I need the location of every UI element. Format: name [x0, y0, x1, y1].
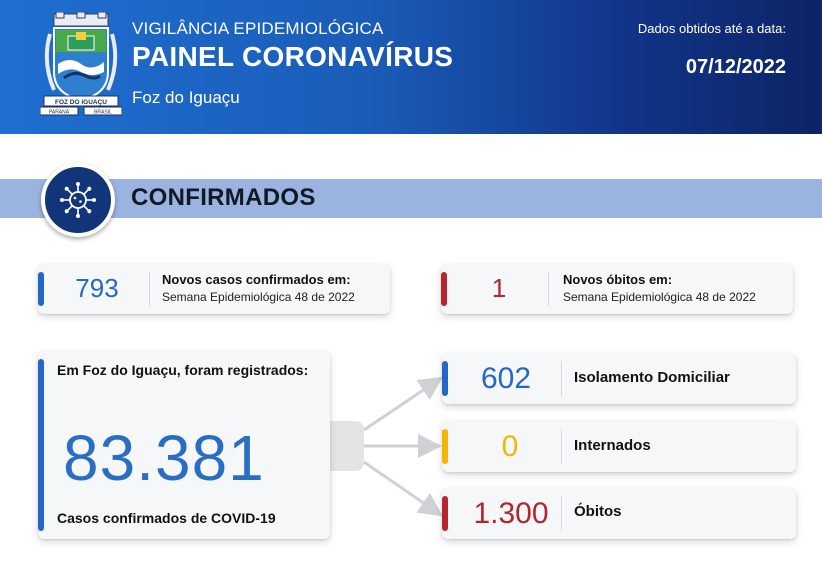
- page-title: PAINEL CORONAVÍRUS: [132, 41, 454, 72]
- date-label: Dados obtidos até a data:: [637, 21, 786, 36]
- deaths-card: 1.300 Óbitos: [442, 488, 796, 539]
- section-bar: [0, 179, 822, 218]
- header-banner: FOZ DO IGUAÇU PARANÁ BRASIL VIGILÂNCIA E…: [0, 0, 822, 134]
- total-cases-card: Em Foz do Iguaçu, foram registrados: 83.…: [38, 351, 330, 539]
- new-cases-card: 793 Novos casos confirmados em: Semana E…: [38, 264, 390, 314]
- total-cases-value: 83.381: [63, 422, 265, 494]
- new-cases-title: Novos casos confirmados em:: [162, 272, 351, 287]
- card-divider: [149, 272, 150, 306]
- deaths-label: Óbitos: [574, 503, 622, 520]
- card-accent: [441, 272, 447, 306]
- section-title: CONFIRMADOS: [131, 184, 316, 211]
- hospitalized-value: 0: [501, 430, 519, 463]
- new-deaths-subtitle: Semana Epidemiológica 48 de 2022: [563, 290, 756, 304]
- new-deaths-value: 1: [491, 273, 507, 303]
- new-deaths-card: 1 Novos óbitos em: Semana Epidemiológica…: [441, 264, 793, 314]
- virus-icon-badge: [41, 163, 115, 237]
- new-cases-subtitle: Semana Epidemiológica 48 de 2022: [162, 290, 355, 304]
- crest-right-text: BRASIL: [94, 110, 112, 116]
- new-cases-value: 793: [75, 273, 119, 303]
- virus-icon: [60, 182, 96, 218]
- card-accent: [442, 496, 448, 531]
- card-accent: [38, 359, 44, 531]
- crest-left-text: PARANÁ: [49, 109, 70, 116]
- card-accent: [442, 429, 448, 464]
- card-divider: [561, 361, 562, 396]
- isolation-value: 602: [480, 362, 532, 395]
- total-heading: Em Foz do Iguaçu, foram registrados:: [57, 362, 309, 378]
- card-divider: [561, 429, 562, 464]
- new-deaths-title: Novos óbitos em:: [563, 272, 673, 287]
- header-subtitle: VIGILÂNCIA EPIDEMIOLÓGICA: [132, 19, 384, 38]
- crest-banner-text: FOZ DO IGUAÇU: [55, 99, 107, 106]
- deaths-value: 1.300: [473, 497, 549, 530]
- card-accent: [38, 272, 44, 306]
- city-crest-logo: FOZ DO IGUAÇU PARANÁ BRASIL: [40, 12, 122, 116]
- hospitalized-label: Internados: [574, 437, 651, 454]
- isolation-label: Isolamento Domiciliar: [574, 369, 730, 386]
- card-accent: [442, 361, 448, 396]
- report-date: 07/12/2022: [685, 56, 786, 78]
- header-city: Foz do Iguaçu: [132, 88, 240, 107]
- total-caption: Casos confirmados de COVID-19: [57, 510, 276, 526]
- card-divider: [561, 496, 562, 531]
- hospitalized-card: 0 Internados: [442, 421, 796, 472]
- isolation-card: 602 Isolamento Domiciliar: [442, 353, 796, 404]
- card-divider: [548, 272, 549, 306]
